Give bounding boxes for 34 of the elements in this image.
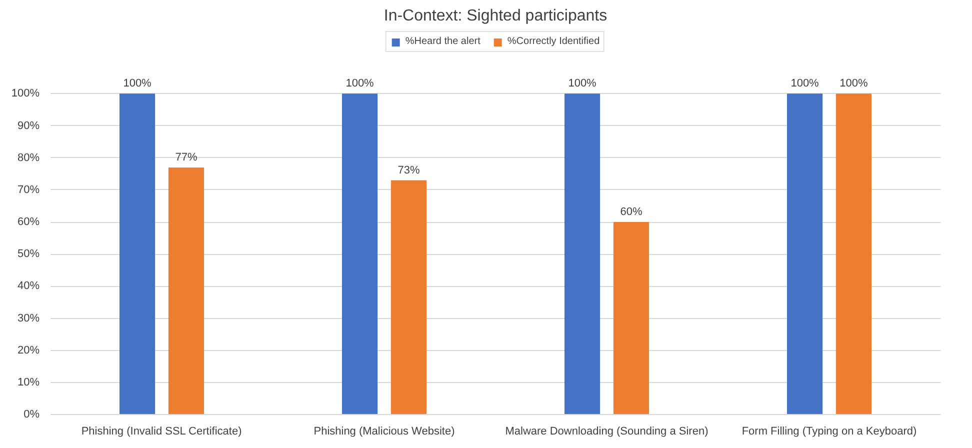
data-label: 100% bbox=[568, 78, 597, 90]
bar bbox=[613, 222, 650, 414]
bar bbox=[836, 94, 872, 414]
y-tick-label: 20% bbox=[17, 344, 40, 356]
y-tick-label: 100% bbox=[11, 88, 40, 100]
bar bbox=[390, 180, 427, 414]
chart-title: In-Context: Sighted participants bbox=[384, 8, 608, 24]
y-tick-label: 30% bbox=[17, 312, 40, 324]
bar bbox=[342, 94, 378, 414]
y-tick-label: 0% bbox=[24, 408, 40, 420]
data-label: 60% bbox=[620, 206, 642, 218]
legend-label: %Heard the alert bbox=[405, 36, 480, 47]
data-label: 73% bbox=[398, 164, 420, 176]
y-tick-label: 10% bbox=[17, 376, 40, 388]
data-label: 77% bbox=[175, 151, 198, 164]
data-label: 100% bbox=[346, 78, 374, 90]
y-tick-label: 60% bbox=[17, 216, 40, 228]
y-tick-label: 80% bbox=[17, 152, 40, 164]
bar bbox=[119, 94, 156, 414]
legend-label: %Correctly Identified bbox=[507, 36, 600, 47]
y-tick-label: 50% bbox=[17, 248, 40, 260]
x-tick-label: Form Filling (Typing on a Keyboard) bbox=[742, 426, 917, 438]
bar bbox=[564, 94, 600, 414]
data-label: 100% bbox=[790, 78, 820, 90]
x-tick-label: Malware Downloading (Sounding a Siren) bbox=[505, 426, 708, 438]
x-tick-label: Phishing (Malicious Website) bbox=[314, 426, 455, 438]
bar bbox=[168, 167, 204, 414]
y-tick-label: 90% bbox=[17, 120, 40, 132]
x-tick-label: Phishing (Invalid SSL Certificate) bbox=[81, 426, 242, 438]
y-tick-label: 40% bbox=[17, 280, 40, 292]
data-label: 100% bbox=[123, 78, 152, 90]
y-tick-label: 70% bbox=[17, 184, 40, 196]
data-label: 100% bbox=[840, 78, 868, 90]
bar bbox=[786, 94, 823, 414]
